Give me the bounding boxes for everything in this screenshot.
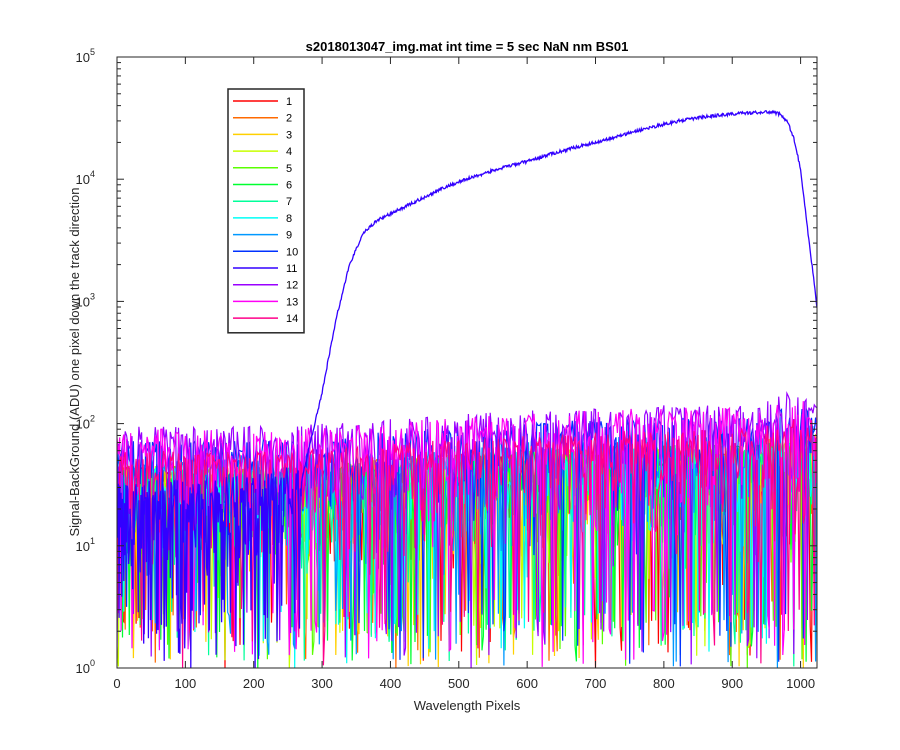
legend-label-8: 8 — [286, 213, 292, 225]
x-tick-label: 400 — [380, 676, 402, 691]
legend-label-3: 3 — [286, 129, 292, 141]
x-tick-label: 1000 — [786, 676, 815, 691]
y-tick-label: 100 — [76, 658, 95, 676]
x-axis: 0 100 200 300 400 500 600 700 800 900 1000 — [113, 57, 815, 691]
x-tick-label: 500 — [448, 676, 470, 691]
legend-label-12: 12 — [286, 280, 298, 292]
x-tick-label: 100 — [175, 676, 197, 691]
x-tick-label: 800 — [653, 676, 675, 691]
series-line-13 — [117, 401, 817, 667]
series-line-14 — [117, 419, 817, 668]
legend-label-4: 4 — [286, 146, 292, 158]
legend-label-5: 5 — [286, 163, 292, 175]
legend-label-1: 1 — [286, 96, 292, 108]
x-tick-label: 200 — [243, 676, 265, 691]
series-line-11 — [117, 109, 817, 668]
series-layer — [117, 109, 817, 668]
legend-label-2: 2 — [286, 113, 292, 125]
legend-label-13: 13 — [286, 296, 298, 308]
x-tick-label: 900 — [721, 676, 743, 691]
series-line-12 — [117, 390, 817, 668]
legend-box — [227, 88, 305, 334]
x-tick-label: 700 — [585, 676, 607, 691]
legend-label-7: 7 — [286, 196, 292, 208]
legend-label-10: 10 — [286, 246, 298, 258]
x-tick-label: 300 — [311, 676, 333, 691]
chart-title: s2018013047_img.mat int time = 5 sec NaN… — [306, 39, 629, 54]
y-axis-label: Signal-BackGround (ADU) one pixel down t… — [67, 187, 82, 536]
plot-area-frame — [116, 56, 818, 669]
y-tick-label: 101 — [76, 536, 95, 554]
legend-label-9: 9 — [286, 230, 292, 242]
x-axis-label: Wavelength Pixels — [414, 698, 521, 713]
y-tick-label: 105 — [76, 47, 95, 65]
y-tick-label: 102 — [76, 414, 95, 432]
x-tick-label: 600 — [516, 676, 538, 691]
x-tick-label: 0 — [113, 676, 120, 691]
y-tick-label: 104 — [76, 169, 95, 187]
legend-label-6: 6 — [286, 180, 292, 192]
y-tick-label: 103 — [76, 291, 95, 309]
legend-label-14: 14 — [286, 313, 298, 325]
legend-label-11: 11 — [286, 263, 297, 275]
